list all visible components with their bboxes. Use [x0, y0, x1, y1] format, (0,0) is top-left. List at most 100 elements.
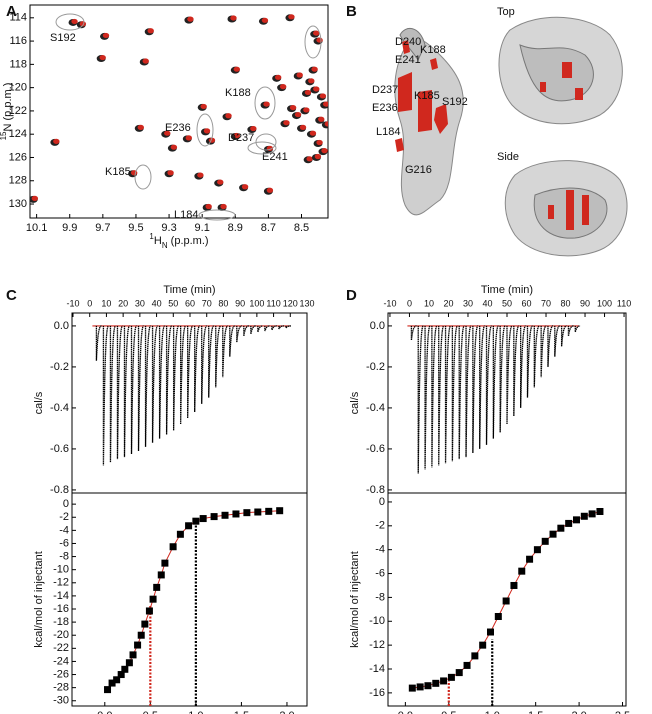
y-tick-label: -24: [53, 655, 69, 667]
x-axis-label-part: (p.p.m.): [168, 235, 209, 247]
peak: [205, 203, 212, 210]
x-tick-label: 9.1: [195, 222, 210, 234]
injection-peak: [526, 325, 534, 398]
peak: [164, 130, 171, 136]
x-tick-label: -10: [66, 298, 79, 308]
data-point: [580, 512, 588, 520]
y-tick-label: -28: [53, 682, 69, 694]
peak: [316, 139, 323, 146]
ribbon: [519, 44, 594, 102]
injection-peak: [458, 325, 465, 460]
x-axis-label: Time (min): [163, 284, 215, 296]
injection-peak: [264, 325, 270, 332]
annotation: E236: [165, 122, 191, 134]
x-tick-label: 1.0: [485, 710, 500, 714]
injection-peak: [95, 325, 102, 361]
data-point: [254, 508, 262, 516]
injection-peak: [520, 325, 527, 408]
x-tick-label: 8.7: [261, 222, 276, 234]
data-point: [526, 555, 534, 563]
data-point: [221, 511, 229, 519]
data-point: [471, 652, 479, 660]
peak: [220, 203, 227, 210]
data-point: [588, 510, 596, 518]
data-point: [185, 522, 193, 530]
x-tick-label: 1.5: [528, 710, 543, 714]
x-tick-label: 90: [580, 298, 590, 308]
y-tick-label: -12: [369, 639, 385, 651]
y-tick-label: -8: [375, 591, 385, 603]
annotation: K188: [225, 87, 251, 99]
injection-peak: [554, 325, 561, 357]
data-point: [455, 669, 463, 677]
annotation: S192: [50, 32, 76, 44]
annotation-circle: [255, 133, 277, 151]
data-point: [125, 659, 133, 667]
y-tick-label: 0: [63, 498, 69, 510]
injection-peak: [444, 325, 452, 464]
plot-frame: [71, 492, 308, 707]
x-tick-label: 90: [235, 298, 245, 308]
injection-peak: [137, 325, 145, 451]
y-tick-label: -0.4: [50, 402, 69, 414]
peaks: [30, 14, 328, 212]
peak: [299, 124, 307, 130]
x-tick-label: 30: [463, 298, 473, 308]
chart: -0.8 -0.6 -0.4 -0.2 0.0 -10 0 10 20 30 40 50 60 70 80 9…: [33, 284, 315, 496]
injection-peak: [179, 325, 187, 425]
injection-peak: [560, 325, 567, 347]
data-point: [549, 530, 557, 538]
y-tick-label: -16: [369, 687, 385, 699]
peak: [311, 66, 318, 72]
x-tick-label: 80: [561, 298, 571, 308]
annotation: K185: [105, 166, 131, 178]
chart: 0-2-4-6-8 -10-12-14-16-18-20-22-24-26 -28-…: [33, 492, 308, 714]
x-tick-label: 40: [482, 298, 492, 308]
injection-peak: [123, 325, 131, 458]
y-tick-label: 118: [9, 58, 27, 70]
injection-peak: [109, 325, 117, 463]
x-tick-label: 1.0: [188, 710, 203, 714]
annotation-circle: [55, 13, 85, 31]
y-tick-label: -8: [59, 550, 69, 562]
peak: [279, 84, 287, 90]
structure-drawings: [394, 16, 628, 257]
injection-peak: [151, 325, 159, 443]
x-tick-label: 80: [218, 298, 228, 308]
injection-peak: [499, 325, 506, 433]
x-axis-label-part: 1: [149, 232, 154, 241]
annotation-circle: [304, 25, 322, 59]
x-axis-label: 1HN (p.p.m.): [149, 232, 208, 250]
peak: [303, 107, 310, 113]
peak: [309, 130, 317, 136]
injection-peak: [130, 325, 138, 455]
y-tick-label: -6: [375, 567, 385, 579]
data-point: [518, 567, 526, 575]
injection-peak: [194, 325, 201, 413]
injection-peak: [424, 325, 431, 470]
y-tick-label: -4: [375, 544, 385, 556]
highlight: [566, 190, 574, 230]
x-tick-label: 50: [502, 298, 512, 308]
highlight: [548, 205, 554, 219]
peak: [313, 30, 320, 36]
injection-peak: [285, 325, 291, 330]
y-axis-label: cal/s: [33, 391, 45, 414]
peak: [187, 16, 194, 22]
injection-peak: [222, 325, 229, 378]
annotation-circle: [254, 86, 276, 120]
annotation-circle: [247, 141, 277, 155]
residue-label: D237: [372, 84, 398, 96]
data-point: [232, 510, 240, 518]
injection-peak: [547, 325, 554, 367]
y-tick-label: -2: [59, 511, 69, 523]
y-tick-label: -26: [53, 668, 69, 680]
peak: [316, 37, 323, 43]
peak: [283, 120, 290, 126]
peak: [225, 113, 232, 119]
panel-label: B: [346, 3, 357, 20]
residue-label: E236: [372, 102, 398, 114]
injection-peak: [236, 325, 242, 343]
peak: [304, 89, 312, 96]
x-tick-label: 20: [443, 298, 453, 308]
